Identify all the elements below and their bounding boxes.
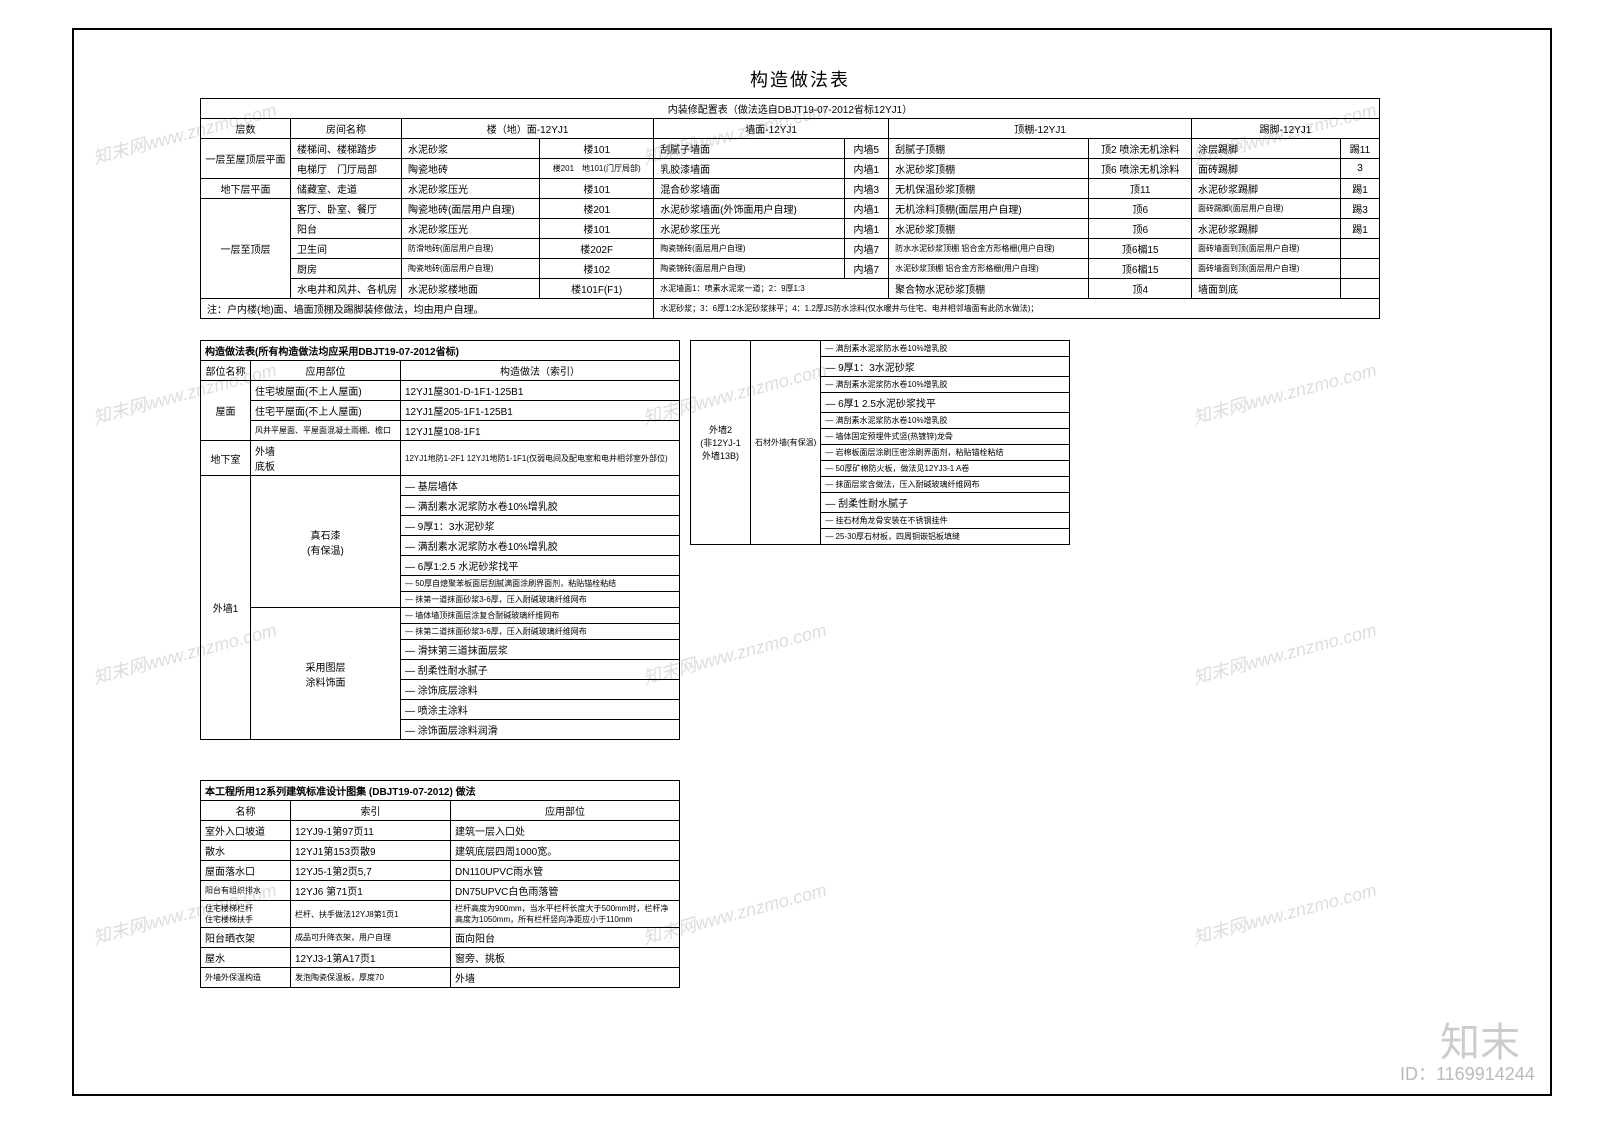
table-row: 一层至顶层 客厅、卧室、餐厅 陶瓷地砖(面层用户自理)楼201 水泥砂浆墙面(外…	[201, 199, 1380, 219]
h-room: 房间名称	[291, 119, 402, 139]
table-row: 外墙外保温构造发泡陶瓷保温板，厚度70外墙	[201, 968, 680, 988]
wall2-table: 外墙2 (非12YJ-1 外墙13B) 石材外墙(有保温) — 满刮素水泥浆防水…	[690, 340, 1070, 545]
page-title: 构造做法表	[0, 66, 1600, 92]
table-row: 电梯厅 门厅局部 陶瓷地砖楼201 地101(门厅局部) 乳胶漆墙面内墙1 水泥…	[201, 159, 1380, 179]
table-row: 地下层平面 储藏室、走道 水泥砂浆压光楼101 混合砂浆墙面内墙3 无机保温砂浆…	[201, 179, 1380, 199]
table-row: 外墙2 (非12YJ-1 外墙13B) 石材外墙(有保温) — 满刮素水泥浆防水…	[691, 341, 1070, 357]
table-row: 地下室外墙 底板12YJ1地防1-2F1 12YJ1地防1-1F1(仅弱电间及配…	[201, 441, 680, 476]
series12-title: 本工程所用12系列建筑标准设计图集 (DBJT19-07-2012) 做法	[201, 781, 680, 801]
table-row: 风井平屋面、平屋面混凝土雨棚、檐口12YJ1屋108-1F1	[201, 421, 680, 441]
table-row: 卫生间 防滑地砖(面层用户自理)楼202F 陶瓷锦砖(面层用户自理)内墙7 防水…	[201, 239, 1380, 259]
construct-table: 构造做法表(所有构造做法均应采用DBJT19-07-2012省标) 部位名称 应…	[200, 340, 680, 740]
table-row: 散水12YJ1第153页散9建筑底层四周1000宽。	[201, 841, 680, 861]
table-row: 一层至屋顶层平面 楼梯间、楼梯踏步 水泥砂浆楼101 刮腻子墙面内墙5 刮腻子顶…	[201, 139, 1380, 159]
interior-title: 内装修配置表（做法选自DBJT19-07-2012省标12YJ1）	[201, 99, 1380, 119]
h-floor: 层数	[201, 119, 291, 139]
table-row: 阳台晒衣架成品可升降衣架，用户自理面向阳台	[201, 928, 680, 948]
table-row: 住宅楼梯栏杆 住宅楼梯扶手栏杆、扶手做法12YJ8第1页1栏杆高度为900mm，…	[201, 901, 680, 928]
table-row: 屋面落水口12YJ5-1第2页5,7DN110UPVC雨水管	[201, 861, 680, 881]
table-row: 室外入口坡道12YJ9-1第97页11建筑一层入口处	[201, 821, 680, 841]
table-row: 屋面住宅坡屋面(不上人屋面)12YJ1屋301-D-1F1-125B1	[201, 381, 680, 401]
series12-table: 本工程所用12系列建筑标准设计图集 (DBJT19-07-2012) 做法 名称…	[200, 780, 680, 988]
h-floorfinish: 楼（地）面-12YJ1	[402, 119, 654, 139]
h-ceiling: 顶棚-12YJ1	[889, 119, 1192, 139]
table-note: 注：户内楼(地)面、墙面顶棚及踢脚装修做法，均由用户自理。 水泥砂浆；3：6厚1…	[201, 299, 1380, 319]
table-row: 住宅平屋面(不上人屋面)12YJ1屋205-1F1-125B1	[201, 401, 680, 421]
table-row: 阳台 水泥砂浆压光楼101 水泥砂浆压光内墙1 水泥砂浆顶棚顶6 水泥砂浆踢脚踢…	[201, 219, 1380, 239]
table-row: 水电井和风井、各机房 水泥砂浆楼地面楼101F(F1) 水泥墙面1：喷素水泥浆一…	[201, 279, 1380, 299]
h-skirting: 踢脚-12YJ1	[1192, 119, 1380, 139]
interior-table: 内装修配置表（做法选自DBJT19-07-2012省标12YJ1） 层数 房间名…	[200, 98, 1380, 319]
table-row: 屋水12YJ3-1第A17页1窗旁、挑板	[201, 948, 680, 968]
table-row: 外墙1真石漆 (有保温)— 基层墙体	[201, 476, 680, 496]
table-row: 阳台有组织排水12YJ6 第71页1DN75UPVC白色雨落管	[201, 881, 680, 901]
construct-title: 构造做法表(所有构造做法均应采用DBJT19-07-2012省标)	[201, 341, 680, 361]
h-wall: 墙面-12YJ1	[654, 119, 889, 139]
table-row: 厨房 陶瓷地砖(面层用户自理)楼102 陶瓷锦砖(面层用户自理)内墙7 水泥砂浆…	[201, 259, 1380, 279]
